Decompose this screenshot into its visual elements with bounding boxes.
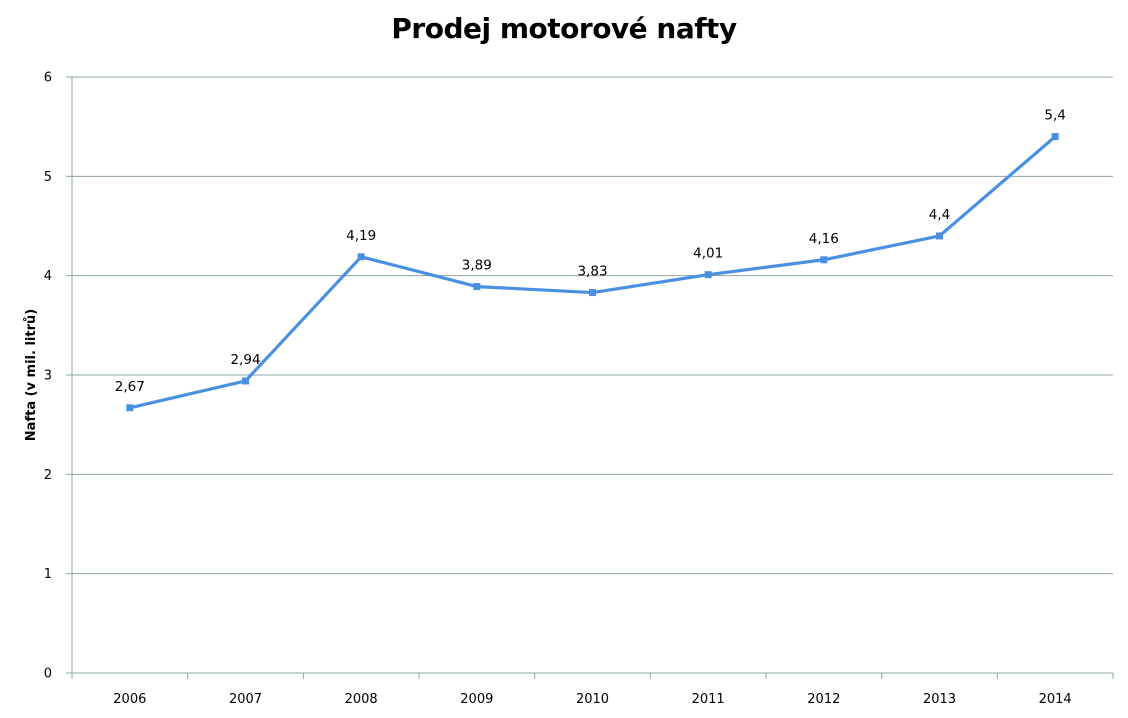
x-tick-labels: 2006 2007 2008 2009 2010 2011 2012 2013 2014: [113, 692, 1071, 707]
x-tick-label-2013: 2013: [923, 692, 956, 707]
x-tick-label-2011: 2011: [692, 692, 725, 707]
data-label-2010: 3,83: [577, 264, 607, 280]
data-point-2006: [126, 404, 134, 412]
data-label-2007: 2,94: [230, 352, 260, 368]
x-tick-label-2012: 2012: [807, 692, 840, 707]
data-point-2013: [936, 232, 943, 240]
data-point-2009: [473, 283, 481, 291]
data-label-2009: 3,89: [462, 258, 492, 274]
data-markers: [126, 133, 1059, 412]
x-tick-label-2009: 2009: [460, 692, 493, 707]
x-tick-label-2007: 2007: [229, 692, 262, 707]
x-tick-label-2014: 2014: [1039, 692, 1072, 707]
x-tick-label-2008: 2008: [345, 692, 378, 707]
data-point-2007: [242, 377, 249, 385]
data-label-2014: 5,4: [1044, 108, 1065, 124]
data-point-2010: [589, 289, 596, 297]
y-tick-label-0: 0: [44, 667, 52, 682]
data-label-2006: 2,67: [115, 379, 145, 395]
x-tick-label-2006: 2006: [113, 692, 146, 707]
data-labels: 2,67 2,94 4,19 3,89 3,83 4,01 4,16 4,4 5,4: [115, 108, 1066, 395]
data-label-2013: 4,4: [929, 207, 950, 223]
y-tick-label-1: 1: [44, 567, 52, 582]
y-tick-label-5: 5: [44, 170, 52, 185]
y-tick-label-3: 3: [44, 369, 52, 384]
data-point-2012: [820, 256, 828, 264]
data-point-2011: [704, 271, 712, 279]
chart-title: Prodej motorové nafty: [391, 12, 737, 45]
y-tick-labels: 0 1 2 3 4 5 6: [44, 71, 52, 682]
gridlines: [66, 76, 1113, 674]
data-point-2008: [357, 253, 365, 261]
axes: [71, 77, 1114, 679]
data-label-2011: 4,01: [693, 246, 723, 262]
data-label-2012: 4,16: [809, 231, 839, 247]
y-tick-label-4: 4: [44, 269, 52, 284]
y-tick-label-2: 2: [44, 468, 52, 483]
data-point-2014: [1051, 133, 1059, 141]
data-label-2008: 4,19: [346, 228, 376, 244]
y-axis-title: Nafta (v mil. litrů): [24, 309, 39, 441]
y-tick-label-6: 6: [44, 71, 52, 86]
x-tick-label-2010: 2010: [576, 692, 609, 707]
